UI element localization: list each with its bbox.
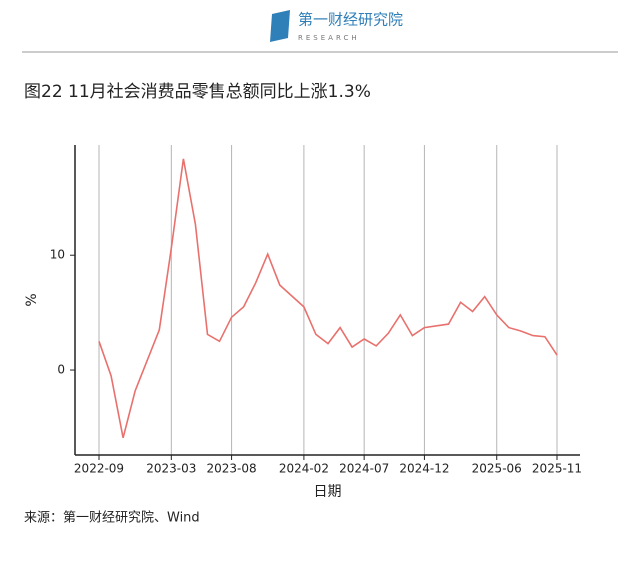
source: 来源：第一财经研究院、Wind — [24, 511, 200, 526]
y-tick-label: 10 — [50, 248, 65, 262]
y-tick-label: 0 — [57, 363, 65, 377]
x-tick-label: 2025-11 — [532, 462, 582, 476]
x-tick-label: 2024-02 — [279, 462, 329, 476]
logo-text: 第一财经研究院 — [298, 11, 403, 29]
logo-subtext: RESEARCH — [298, 34, 360, 42]
logo-icon — [270, 10, 290, 42]
x-tick-label: 2025-06 — [472, 462, 522, 476]
x-tick-label: 2023-03 — [146, 462, 196, 476]
x-tick-label: 2024-07 — [339, 462, 389, 476]
data-line — [98, 158, 558, 438]
chart-title: 图22 11月社会消费品零售总额同比上涨1.3% — [24, 82, 371, 102]
x-axis-label: 日期 — [314, 484, 342, 500]
y-axis-label: % — [24, 293, 40, 306]
x-tick-label: 2024-12 — [399, 462, 449, 476]
x-tick-label: 2022-09 — [74, 462, 124, 476]
x-tick-label: 2023-08 — [207, 462, 257, 476]
logo: 第一财经研究院 RESEARCH — [270, 10, 403, 42]
